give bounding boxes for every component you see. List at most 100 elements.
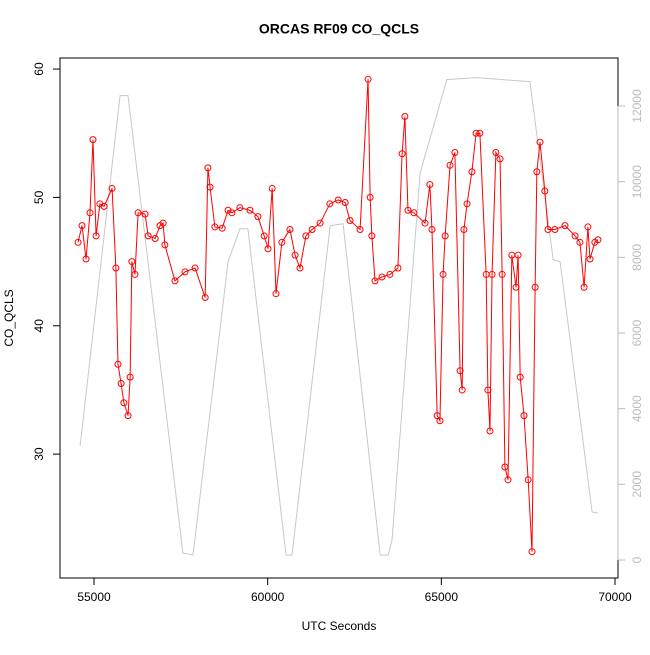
x-axis-label: UTC Seconds <box>302 619 377 633</box>
data-point <box>520 412 528 420</box>
data-point <box>504 476 512 484</box>
data-point <box>366 193 374 201</box>
data-point <box>92 232 100 240</box>
x-tick-label: 60000 <box>251 590 285 604</box>
data-point <box>346 217 354 225</box>
y2-tick-label: 2000 <box>630 471 644 498</box>
data-point <box>334 196 342 204</box>
data-point <box>468 168 476 176</box>
data-point <box>498 270 506 278</box>
data-point <box>151 234 159 242</box>
data-point <box>544 225 552 233</box>
data-point <box>484 386 492 394</box>
data-point <box>371 277 379 285</box>
data-point <box>341 199 349 207</box>
data-point <box>86 209 94 217</box>
data-point <box>576 238 584 246</box>
data-point <box>401 113 409 121</box>
data-point <box>131 270 139 278</box>
data-point <box>308 225 316 233</box>
y2-tick-label: 0 <box>630 556 644 563</box>
y-tick-label: 50 <box>32 190 46 204</box>
data-point <box>460 225 468 233</box>
x-tick-label: 65000 <box>425 590 459 604</box>
data-point <box>541 187 549 195</box>
data-point <box>428 225 436 233</box>
y2-tick-label: 12000 <box>630 89 644 123</box>
data-point <box>404 206 412 214</box>
data-point <box>516 373 524 381</box>
data-point <box>296 264 304 272</box>
data-point <box>584 223 592 231</box>
data-point <box>501 463 509 471</box>
data-point <box>386 270 394 278</box>
data-point <box>246 206 254 214</box>
data-point <box>463 200 471 208</box>
data-point <box>278 238 286 246</box>
data-point <box>536 138 544 146</box>
data-point <box>433 412 441 420</box>
data-point <box>439 270 447 278</box>
y2-tick-label: 8000 <box>630 244 644 271</box>
x-tick-label: 70000 <box>598 590 632 604</box>
data-point <box>378 273 386 281</box>
data-point <box>472 129 480 137</box>
data-point <box>144 232 152 240</box>
series-line <box>77 79 599 552</box>
data-point <box>260 232 268 240</box>
data-point <box>228 209 236 217</box>
data-point <box>114 360 122 368</box>
data-point <box>476 129 484 137</box>
data-point <box>561 222 569 230</box>
data-point <box>159 219 167 227</box>
data-point <box>528 548 536 556</box>
data-point <box>364 75 372 83</box>
data-point <box>134 209 142 217</box>
data-point <box>108 184 116 192</box>
data-point <box>89 136 97 144</box>
data-point <box>272 290 280 298</box>
data-point <box>264 245 272 253</box>
data-point <box>488 270 496 278</box>
data-point <box>512 283 520 291</box>
data-point <box>124 412 132 420</box>
data-point <box>204 164 212 172</box>
data-point <box>201 294 209 302</box>
y-tick-label: 60 <box>32 62 46 76</box>
data-point <box>74 238 82 246</box>
data-point <box>191 264 199 272</box>
data-point <box>112 264 120 272</box>
y-tick-label: 30 <box>32 447 46 461</box>
data-point <box>533 168 541 176</box>
data-point <box>206 183 214 191</box>
x-tick-label: 55000 <box>77 590 111 604</box>
y2-tick-label: 4000 <box>630 395 644 422</box>
data-point <box>441 232 449 240</box>
data-point <box>316 219 324 227</box>
data-point <box>580 283 588 291</box>
data-point <box>446 161 454 169</box>
data-point <box>486 427 494 435</box>
data-point <box>514 251 522 259</box>
data-point <box>181 268 189 276</box>
data-point <box>496 155 504 163</box>
data-point <box>100 202 108 210</box>
data-point <box>398 150 406 158</box>
data-point <box>326 200 334 208</box>
data-point <box>531 283 539 291</box>
y2-tick-label: 6000 <box>630 319 644 346</box>
data-point <box>211 223 219 231</box>
data-point <box>394 264 402 272</box>
chart-title: ORCAS RF09 CO_QCLS <box>259 21 419 37</box>
data-point <box>302 232 310 240</box>
data-point <box>436 417 444 425</box>
y2-tick-label: 10000 <box>630 165 644 199</box>
data-point <box>586 255 594 263</box>
data-point <box>426 181 434 189</box>
data-point <box>492 148 500 156</box>
data-point <box>286 225 294 233</box>
data-point <box>524 476 532 484</box>
y-axis-label: CO_QCLS <box>2 289 16 346</box>
y-tick-label: 40 <box>32 319 46 333</box>
